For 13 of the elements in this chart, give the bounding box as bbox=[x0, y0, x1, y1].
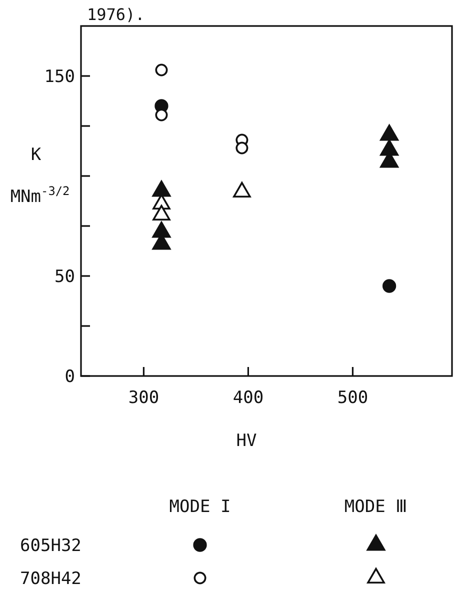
x-axis-title: HV bbox=[236, 431, 257, 451]
y-tick-label: 0 bbox=[64, 366, 75, 387]
x-tick-label: 300 bbox=[128, 388, 160, 408]
text: 708H42 bbox=[20, 568, 82, 589]
text: MODE Ⅲ bbox=[344, 497, 408, 517]
y-tick-label: 150 bbox=[44, 66, 75, 87]
x-tick-label: 500 bbox=[337, 388, 368, 408]
y-tick-label: 50 bbox=[54, 266, 75, 287]
text: 605H32 bbox=[20, 536, 82, 556]
text: MODE I bbox=[169, 497, 231, 517]
text: K MNm$^{-3/2}$ bbox=[10, 145, 70, 207]
text: 1976). bbox=[87, 5, 145, 24]
x-tick-label: 400 bbox=[232, 388, 264, 408]
